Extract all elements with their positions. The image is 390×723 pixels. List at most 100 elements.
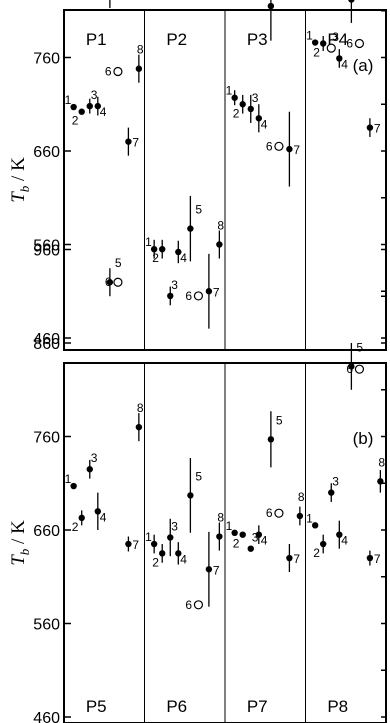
data-point <box>216 241 223 248</box>
point-label: 3 <box>332 475 339 489</box>
point-label: 4 <box>180 552 187 566</box>
point-label: 4 <box>100 105 107 119</box>
data-point <box>205 288 213 295</box>
data-point <box>247 545 254 552</box>
data-point <box>336 55 343 62</box>
y-axis-label-sub: b <box>17 548 32 555</box>
group-label: P8 <box>327 697 348 716</box>
y-tick-label: 560 <box>33 238 60 255</box>
point-label: 5 <box>356 340 363 354</box>
data-point <box>205 566 213 573</box>
data-point <box>366 554 374 562</box>
y-axis-label-main: T <box>8 191 29 203</box>
data-point <box>94 508 102 515</box>
group-label: P5 <box>86 697 107 716</box>
point-label: 1 <box>145 530 152 544</box>
y-tick-label: 460 <box>33 710 60 723</box>
y-axis-label-sub: b <box>17 185 32 192</box>
panel-label: (b) <box>353 429 374 448</box>
data-point <box>328 489 335 496</box>
point-label: 1 <box>145 235 152 249</box>
data-point <box>296 512 304 520</box>
y-tick-label: 460 <box>33 331 60 348</box>
point-label: 7 <box>213 285 220 299</box>
data-point <box>216 533 223 540</box>
point-label: 6 <box>266 139 273 153</box>
y-tick-label: 760 <box>33 51 60 68</box>
y-tick-label: 760 <box>33 430 60 447</box>
point-label: 5 <box>115 256 122 270</box>
data-point <box>311 39 319 46</box>
point-label: 7 <box>374 552 381 566</box>
data-point-open <box>113 66 123 77</box>
point-label: 5 <box>195 469 202 483</box>
point-label: 8 <box>137 43 144 57</box>
data-point <box>78 108 85 115</box>
point-label: 6 <box>185 289 192 303</box>
data-point <box>366 124 374 131</box>
data-point <box>167 534 174 541</box>
point-label: 2 <box>152 251 159 265</box>
data-point <box>267 436 275 443</box>
data-point <box>159 550 166 557</box>
data-point <box>231 94 238 101</box>
point-label: 1 <box>65 472 72 486</box>
point-label: 2 <box>233 537 240 551</box>
point-label: 4 <box>100 510 107 524</box>
data-point <box>150 245 158 253</box>
point-label: 3 <box>91 451 98 465</box>
point-label: 1 <box>65 93 72 107</box>
point-label: 2 <box>72 114 79 128</box>
point-label: 8 <box>137 401 144 415</box>
point-label: 6 <box>105 65 112 79</box>
y-tick-label: 860 <box>33 336 60 353</box>
data-point <box>78 514 85 522</box>
point-label: 7 <box>132 136 139 150</box>
group-label: P6 <box>166 697 187 716</box>
point-label: 3 <box>171 519 178 533</box>
point-label: 7 <box>293 143 300 157</box>
data-point <box>135 423 143 431</box>
point-label: 8 <box>298 490 305 504</box>
point-label: 1 <box>306 29 313 43</box>
point-label: 6 <box>185 598 192 612</box>
point-label: 4 <box>180 251 187 265</box>
point-label: 4 <box>341 57 348 71</box>
point-label: 1 <box>226 519 233 533</box>
data-point <box>239 531 246 538</box>
data-point <box>187 225 194 232</box>
group-label: P2 <box>166 30 187 49</box>
data-point <box>336 531 343 538</box>
data-point <box>255 115 263 122</box>
y-tick-label: 660 <box>33 523 60 540</box>
data-point <box>94 102 102 110</box>
data-point <box>247 105 254 113</box>
data-point <box>187 492 194 499</box>
data-point <box>86 466 93 473</box>
data-point <box>159 245 166 253</box>
data-point <box>175 550 182 557</box>
data-point-open <box>354 364 365 374</box>
data-point <box>125 138 132 145</box>
point-label: 7 <box>293 552 300 566</box>
point-label: 3 <box>252 531 259 545</box>
group-label: P7 <box>247 697 268 716</box>
data-point <box>125 540 132 548</box>
data-point <box>286 554 293 562</box>
point-label: 2 <box>152 555 159 569</box>
data-point <box>286 145 293 153</box>
data-point <box>86 102 93 110</box>
data-point <box>267 2 275 10</box>
data-point-open <box>354 38 365 49</box>
point-label: 2 <box>313 546 320 560</box>
data-point <box>348 363 355 370</box>
data-point <box>150 540 158 548</box>
data-point-open <box>193 291 204 301</box>
data-point <box>106 279 114 286</box>
data-point-open <box>274 508 284 518</box>
data-point <box>311 522 319 529</box>
group-label: P3 <box>247 30 268 49</box>
data-point <box>239 101 246 108</box>
